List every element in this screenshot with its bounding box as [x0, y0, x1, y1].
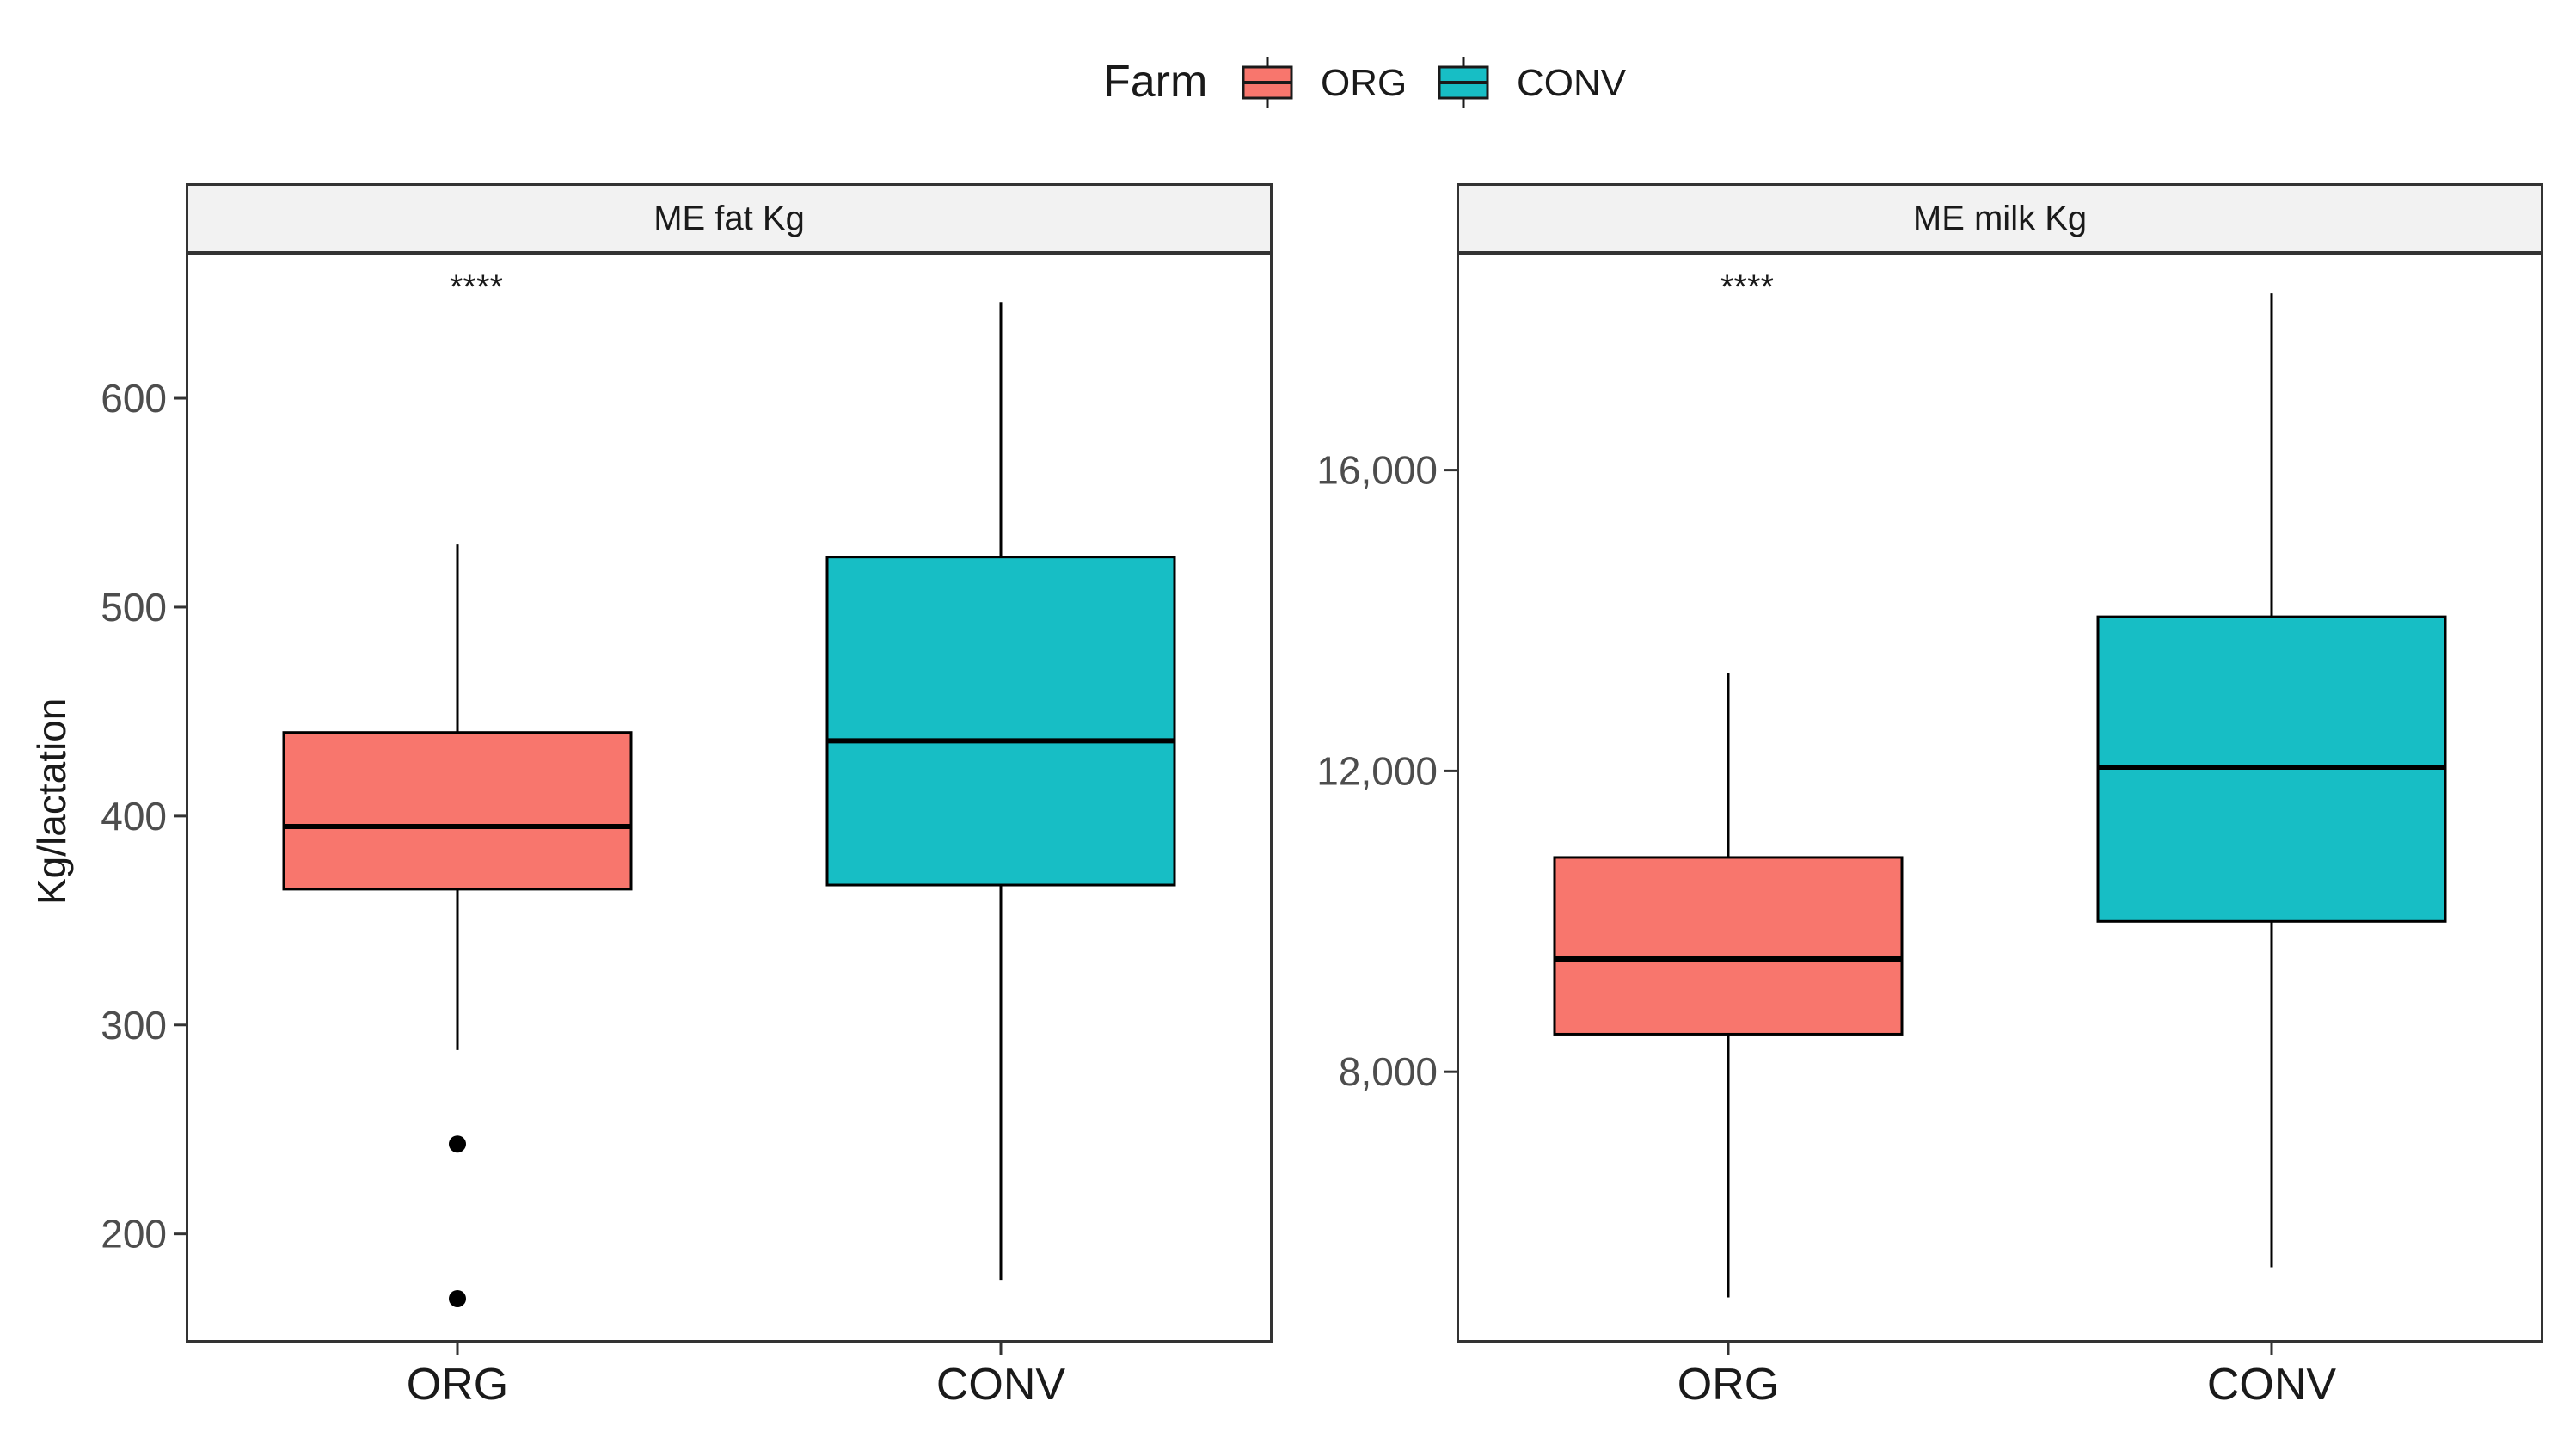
panel-border-fat [186, 252, 1273, 1343]
x-tick-label: ORG [407, 1360, 508, 1410]
x-tick-label: CONV [2207, 1360, 2337, 1410]
legend-key-org-icon [1242, 57, 1293, 108]
box-org [1553, 856, 1904, 1036]
panel-strip-fat: ME fat Kg [186, 183, 1273, 254]
y-tick-label: 12,000 [1316, 748, 1438, 793]
significance-label: **** [1720, 268, 1774, 306]
x-tick-label: ORG [1677, 1360, 1779, 1410]
y-tick-label: 16,000 [1316, 448, 1438, 493]
box-conv [825, 556, 1176, 887]
panel-title-fat: ME fat Kg [653, 199, 805, 237]
legend-label-conv: CONV [1517, 62, 1627, 104]
y-tick-label: 600 [101, 376, 167, 421]
x-tick-label: CONV [936, 1360, 1066, 1410]
legend-title: Farm [1103, 57, 1208, 107]
legend-label-org: ORG [1321, 62, 1408, 104]
y-tick-label: 400 [101, 794, 167, 839]
y-tick-label: 300 [101, 1003, 167, 1048]
outlier-point [449, 1289, 466, 1307]
y-tick-label: 500 [101, 585, 167, 630]
legend-key-conv-icon [1438, 57, 1489, 108]
y-tick-label: 8,000 [1339, 1049, 1438, 1094]
outlier-point [449, 1135, 466, 1153]
panel-strip-milk: ME milk Kg [1457, 183, 2543, 254]
y-tick-label: 200 [101, 1212, 167, 1257]
box-org [282, 731, 633, 891]
panel-border-milk [1457, 252, 2543, 1343]
significance-label: **** [450, 268, 503, 306]
panel-title-milk: ME milk Kg [1912, 199, 2088, 237]
